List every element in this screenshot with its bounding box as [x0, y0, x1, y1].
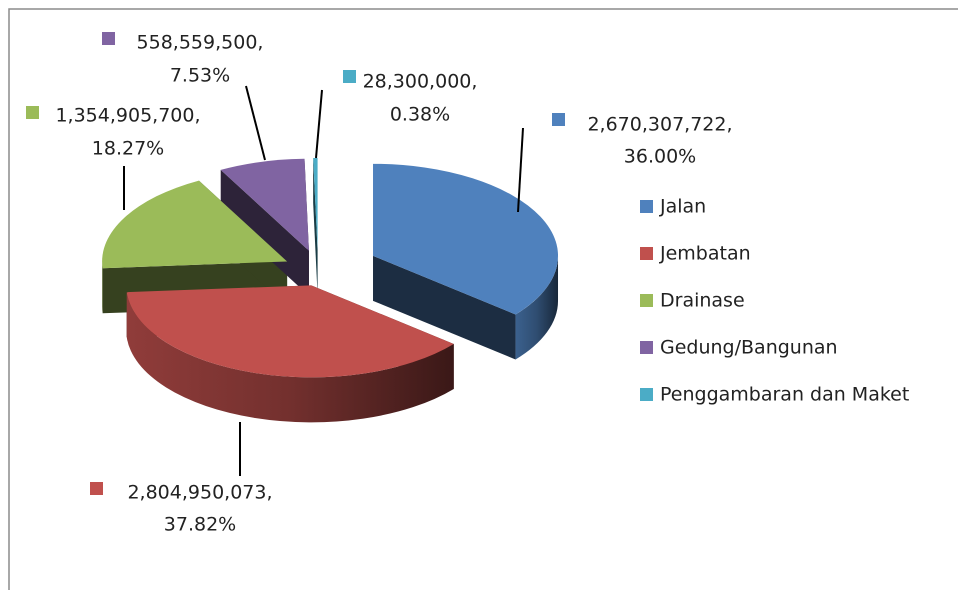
- data-label-percent: 36.00%: [624, 146, 696, 168]
- label-swatch: [102, 32, 115, 45]
- legend-swatch: [640, 247, 653, 260]
- legend-label: Jembatan: [659, 243, 751, 265]
- data-label-percent: 37.82%: [164, 514, 236, 536]
- legend-swatch: [640, 200, 653, 213]
- legend-label: Drainase: [660, 290, 745, 312]
- label-swatch: [26, 106, 39, 119]
- data-label-amount: 558,559,500,: [137, 32, 264, 54]
- slice: [126, 285, 454, 378]
- slice-wall: [373, 255, 516, 360]
- data-label-percent: 18.27%: [92, 138, 164, 160]
- slice-side: [515, 255, 559, 360]
- data-label-amount: 1,354,905,700,: [55, 105, 200, 127]
- data-label-percent: 0.38%: [390, 104, 450, 126]
- slice: [373, 163, 559, 315]
- slice-side: [126, 292, 454, 423]
- legend-swatch: [640, 388, 653, 401]
- legend-label: Penggambaran dan Maket: [660, 384, 909, 406]
- legend-swatch: [640, 294, 653, 307]
- legend-label: Gedung/Bangunan: [660, 337, 838, 359]
- slice-wall: [220, 169, 309, 296]
- chart-frame: [8, 8, 958, 590]
- data-label-percent: 7.53%: [170, 65, 230, 87]
- leader-line: [315, 89, 323, 159]
- data-label-amount: 28,300,000,: [363, 71, 478, 93]
- leader-line: [245, 85, 266, 161]
- legend-swatch: [640, 341, 653, 354]
- label-swatch: [90, 482, 103, 495]
- slice: [220, 158, 309, 251]
- data-label-amount: 2,804,950,073,: [127, 482, 272, 504]
- label-swatch: [552, 113, 565, 126]
- leader-line: [517, 127, 524, 213]
- slice-side: [102, 261, 103, 314]
- legend-label: Jalan: [659, 196, 706, 218]
- label-swatch: [343, 70, 356, 83]
- data-label-amount: 2,670,307,722,: [587, 114, 732, 136]
- slice-wall: [313, 158, 318, 296]
- slice: [313, 158, 318, 251]
- slice: [102, 180, 288, 269]
